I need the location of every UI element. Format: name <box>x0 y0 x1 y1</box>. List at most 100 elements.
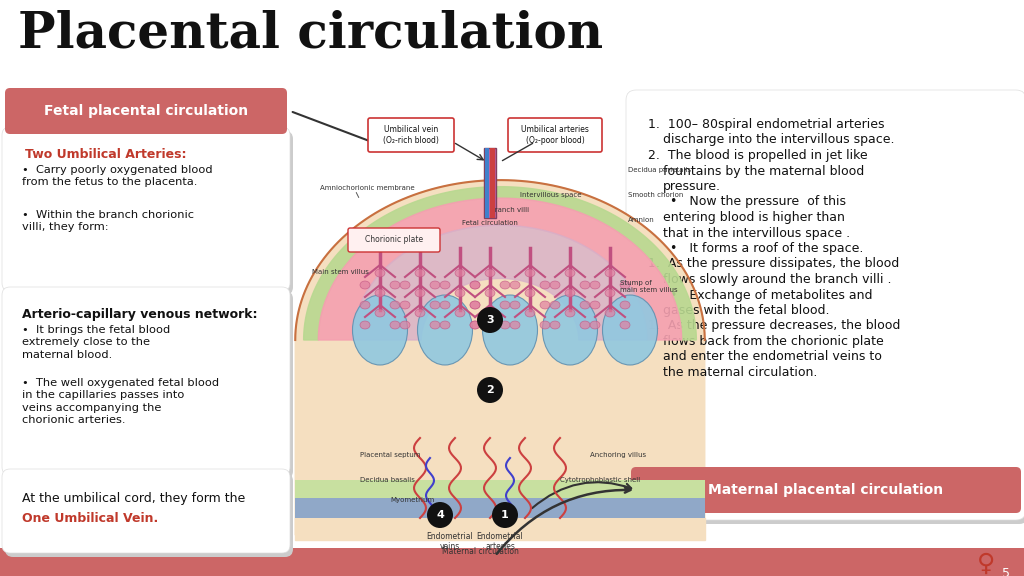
Ellipse shape <box>580 301 590 309</box>
Ellipse shape <box>485 289 495 297</box>
Ellipse shape <box>543 295 597 365</box>
Ellipse shape <box>525 289 535 297</box>
Text: Anchoring villus: Anchoring villus <box>590 452 646 458</box>
FancyBboxPatch shape <box>2 287 290 475</box>
Text: fountains by the maternal blood: fountains by the maternal blood <box>663 165 864 177</box>
Ellipse shape <box>390 281 400 289</box>
Ellipse shape <box>550 281 560 289</box>
Ellipse shape <box>550 321 560 329</box>
Ellipse shape <box>360 321 370 329</box>
Ellipse shape <box>430 321 440 329</box>
Text: •  Carry poorly oxygenated blood
from the fetus to the placenta.: • Carry poorly oxygenated blood from the… <box>22 165 213 187</box>
Ellipse shape <box>550 301 560 309</box>
Ellipse shape <box>400 321 410 329</box>
FancyBboxPatch shape <box>5 131 293 295</box>
Ellipse shape <box>360 301 370 309</box>
Ellipse shape <box>485 269 495 277</box>
Ellipse shape <box>430 301 440 309</box>
Ellipse shape <box>590 281 600 289</box>
Text: •  The well oxygenated fetal blood
in the capillaries passes into
veins accompan: • The well oxygenated fetal blood in the… <box>22 378 219 425</box>
Ellipse shape <box>500 281 510 289</box>
Ellipse shape <box>390 301 400 309</box>
Text: flows back from the chorionic plate: flows back from the chorionic plate <box>663 335 884 348</box>
Text: gases with the fetal blood.: gases with the fetal blood. <box>663 304 829 317</box>
Bar <box>295 498 705 518</box>
Text: Amnion: Amnion <box>628 217 654 223</box>
FancyBboxPatch shape <box>368 118 454 152</box>
Text: Decidua parietalis: Decidua parietalis <box>628 167 691 173</box>
Text: 1.  As the pressure dissipates, the blood: 1. As the pressure dissipates, the blood <box>648 257 899 271</box>
Circle shape <box>477 377 503 403</box>
Ellipse shape <box>400 281 410 289</box>
FancyBboxPatch shape <box>2 469 290 553</box>
Text: One Umbilical Vein.: One Umbilical Vein. <box>22 512 159 525</box>
Text: Chorionic plate: Chorionic plate <box>365 236 423 244</box>
Ellipse shape <box>605 309 615 317</box>
Text: 1.  100– 80spiral endometrial arteries: 1. 100– 80spiral endometrial arteries <box>648 118 885 131</box>
FancyBboxPatch shape <box>5 291 293 479</box>
Text: Amniochorionic membrane: Amniochorionic membrane <box>319 185 415 191</box>
Ellipse shape <box>580 281 590 289</box>
Ellipse shape <box>602 295 657 365</box>
Ellipse shape <box>565 289 575 297</box>
Circle shape <box>492 502 518 528</box>
Text: Umbilical vein
(O₂-rich blood): Umbilical vein (O₂-rich blood) <box>383 126 439 145</box>
Text: 1: 1 <box>501 510 509 520</box>
Ellipse shape <box>470 321 480 329</box>
Text: Maternal placental circulation: Maternal placental circulation <box>709 483 943 497</box>
Ellipse shape <box>540 281 550 289</box>
Ellipse shape <box>510 321 520 329</box>
Text: flows slowly around the branch villi .: flows slowly around the branch villi . <box>663 273 892 286</box>
Text: •  Within the branch chorionic
villi, they form:: • Within the branch chorionic villi, the… <box>22 210 194 232</box>
Text: 5: 5 <box>1002 567 1010 576</box>
Text: Myometrium: Myometrium <box>390 497 434 503</box>
Ellipse shape <box>400 301 410 309</box>
Text: •  It brings the fetal blood
extremely close to the
maternal blood.: • It brings the fetal blood extremely cl… <box>22 325 170 360</box>
Circle shape <box>477 307 503 333</box>
Text: •   Now the pressure  of this: • Now the pressure of this <box>670 195 846 209</box>
Text: Endometrial
veins: Endometrial veins <box>427 532 473 551</box>
Bar <box>295 480 705 498</box>
Bar <box>0 548 1024 576</box>
Text: 3: 3 <box>486 315 494 325</box>
Ellipse shape <box>525 269 535 277</box>
Text: Decidua basalis: Decidua basalis <box>360 477 415 483</box>
Ellipse shape <box>590 321 600 329</box>
Ellipse shape <box>565 269 575 277</box>
Text: entering blood is higher than: entering blood is higher than <box>663 211 845 224</box>
Text: Maternal circulation: Maternal circulation <box>441 547 518 556</box>
Ellipse shape <box>375 289 385 297</box>
FancyBboxPatch shape <box>348 228 440 252</box>
Ellipse shape <box>620 301 630 309</box>
FancyBboxPatch shape <box>5 473 293 557</box>
Ellipse shape <box>510 301 520 309</box>
Polygon shape <box>318 198 682 340</box>
Ellipse shape <box>360 281 370 289</box>
Ellipse shape <box>482 295 538 365</box>
Text: Two Umbilical Arteries:: Two Umbilical Arteries: <box>25 148 186 161</box>
FancyBboxPatch shape <box>2 127 290 291</box>
Ellipse shape <box>565 309 575 317</box>
Ellipse shape <box>375 269 385 277</box>
Ellipse shape <box>430 281 440 289</box>
Ellipse shape <box>500 321 510 329</box>
Ellipse shape <box>470 281 480 289</box>
Ellipse shape <box>500 301 510 309</box>
Bar <box>484 148 496 218</box>
FancyBboxPatch shape <box>631 467 1021 513</box>
Ellipse shape <box>485 309 495 317</box>
Text: 4: 4 <box>436 510 444 520</box>
Ellipse shape <box>352 295 408 365</box>
Ellipse shape <box>455 289 465 297</box>
Ellipse shape <box>440 301 450 309</box>
Ellipse shape <box>415 289 425 297</box>
Ellipse shape <box>540 321 550 329</box>
Text: Umbilical arteries
(O₂-poor blood): Umbilical arteries (O₂-poor blood) <box>521 126 589 145</box>
Polygon shape <box>304 187 696 340</box>
Ellipse shape <box>418 295 472 365</box>
Ellipse shape <box>440 281 450 289</box>
Ellipse shape <box>540 301 550 309</box>
Ellipse shape <box>590 301 600 309</box>
Ellipse shape <box>470 281 480 289</box>
Text: pressure.: pressure. <box>663 180 721 193</box>
